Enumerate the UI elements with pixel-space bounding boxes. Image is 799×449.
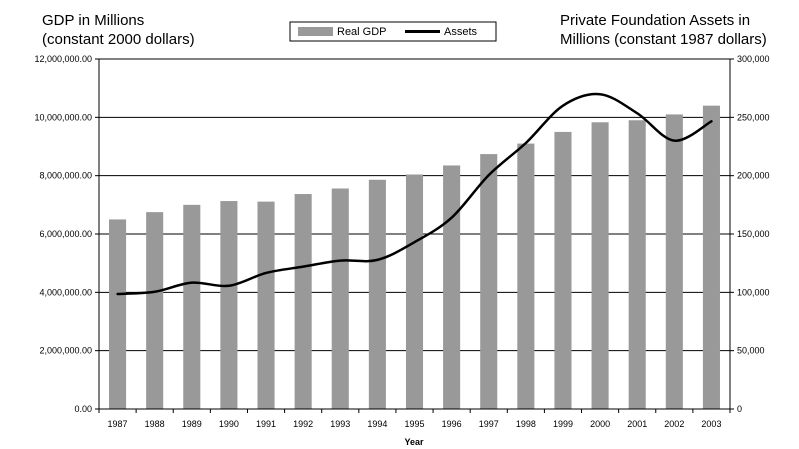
right-axis: 0 50,000 100,000 150,000 200,000 250,000 300,0… (730, 54, 770, 414)
right-tick-label: 100,000 (737, 287, 770, 297)
bar-real-gdp (146, 212, 164, 409)
right-axis-title-line-2: Millions (constant 1987 dollars) (560, 31, 767, 48)
legend-frame (289, 21, 497, 42)
x-tick-label: 1997 (479, 419, 499, 429)
x-tick-label: 1998 (516, 419, 536, 429)
legend: Real GDP Assets (289, 21, 497, 42)
x-tick-label: 1987 (108, 419, 128, 429)
x-tick-label: 2001 (627, 419, 647, 429)
bar-real-gdp (368, 179, 386, 409)
left-axis-title-line-2: (constant 2000 dollars) (42, 31, 195, 48)
bar-real-gdp (331, 188, 349, 409)
bar-real-gdp (183, 204, 201, 409)
left-tick-label: 4,000,000.00 (39, 287, 92, 297)
x-tick-label: 1988 (145, 419, 165, 429)
line-assets (116, 92, 713, 296)
right-tick-label: 250,000 (737, 112, 770, 122)
right-axis-title-line-1: Private Foundation Assets in (560, 12, 750, 29)
legend-label-real-gdp: Real GDP (337, 26, 387, 38)
x-tick-label: 1996 (442, 419, 462, 429)
right-tick-label: 50,000 (737, 346, 765, 356)
left-tick-label: 12,000,000.00 (34, 54, 92, 64)
left-tick-label: 6,000,000.00 (39, 229, 92, 239)
bar-real-gdp (257, 201, 275, 409)
x-tick-label: 1990 (219, 419, 239, 429)
bar-real-gdp (702, 105, 720, 410)
left-tick-label: 2,000,000.00 (39, 346, 92, 356)
right-tick-label: 200,000 (737, 171, 770, 181)
x-tick-label: 1999 (553, 419, 573, 429)
bar-real-gdp (405, 174, 424, 409)
bar-real-gdp (294, 194, 312, 409)
bars-real-gdp (109, 105, 720, 410)
bar-real-gdp (665, 114, 683, 410)
x-axis: 1987 1988 1989 1990 1991 1992 1993 1994 1995 1996… (98, 409, 731, 429)
x-axis-title: Year (404, 437, 424, 447)
left-axis-title-line-1: GDP in Millions (42, 12, 144, 29)
left-tick-label: 0.00 (74, 404, 92, 414)
x-tick-label: 1993 (330, 419, 350, 429)
bar-real-gdp (517, 143, 535, 410)
left-tick-label: 10,000,000.00 (34, 112, 92, 122)
bar-real-gdp (628, 120, 646, 409)
x-tick-label: 1992 (293, 419, 313, 429)
bar-real-gdp (554, 131, 572, 409)
x-tick-label: 1994 (367, 419, 387, 429)
left-axis: 0.00 2,000,000.00 4,000,000.00 6,000,000.00… (34, 54, 99, 414)
x-tick-label: 1995 (404, 419, 424, 429)
legend-swatch-real-gdp (298, 27, 333, 36)
bar-real-gdp (480, 154, 498, 409)
x-tick-label: 1991 (256, 419, 276, 429)
x-tick-label: 2002 (664, 419, 684, 429)
right-tick-label: 0 (737, 404, 742, 414)
bar-real-gdp (443, 165, 461, 409)
x-tick-label: 1989 (182, 419, 202, 429)
bar-real-gdp (591, 122, 609, 410)
legend-label-assets: Assets (444, 26, 478, 38)
bar-real-gdp (109, 219, 127, 409)
x-tick-label: 2000 (590, 419, 610, 429)
right-tick-label: 300,000 (737, 54, 770, 64)
right-tick-label: 150,000 (737, 229, 770, 239)
bar-real-gdp (220, 201, 238, 409)
left-tick-label: 8,000,000.00 (39, 171, 92, 181)
x-tick-label: 2003 (701, 419, 721, 429)
